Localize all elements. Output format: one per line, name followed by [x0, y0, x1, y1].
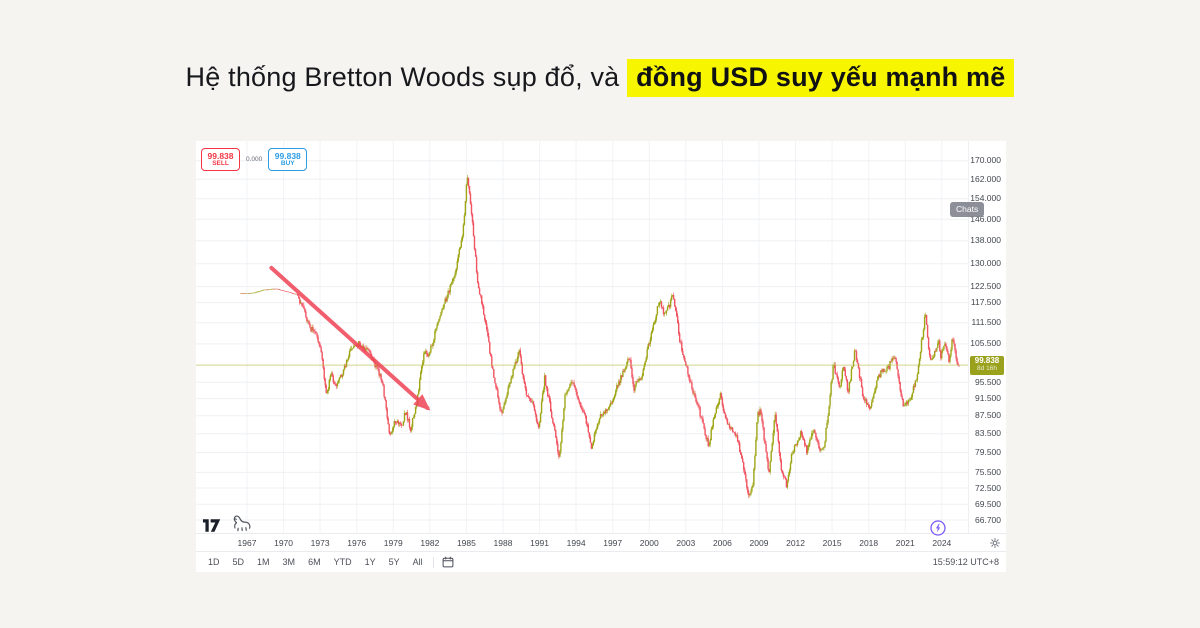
- price-axis-label: 75.500: [975, 466, 1001, 477]
- range-button-ytd[interactable]: YTD: [333, 557, 352, 567]
- time-axis-label: 1988: [493, 538, 513, 548]
- time-axis-label: 2018: [859, 538, 879, 548]
- time-axis-label: 1997: [603, 538, 623, 548]
- time-axis-label: 1994: [566, 538, 586, 548]
- sell-label: SELL: [212, 159, 229, 167]
- range-button-5d[interactable]: 5D: [232, 557, 245, 567]
- dino-doodle-icon: [233, 515, 251, 532]
- spread-value: 0.000: [246, 156, 263, 163]
- down-candle-bodies: [241, 177, 960, 496]
- grid-vertical: [246, 141, 943, 533]
- range-button-all[interactable]: All: [412, 557, 423, 567]
- time-axis-label: 1991: [530, 538, 550, 548]
- buy-button[interactable]: 99.838 BUY: [268, 148, 308, 171]
- sell-price: 99.838: [207, 150, 234, 161]
- price-axis-label: 91.500: [975, 393, 1001, 404]
- candlestick-chart[interactable]: [196, 141, 968, 533]
- price-axis-label: 162.000: [970, 173, 1001, 184]
- time-axis-label: 2000: [639, 538, 659, 548]
- time-axis[interactable]: 1967 1970 1973 1976 1979 1982 1985 1988 1991 1994…: [196, 533, 1006, 551]
- price-axis-label: 130.000: [970, 258, 1001, 269]
- time-axis-label: 1976: [347, 538, 367, 548]
- range-button-1d[interactable]: 1D: [208, 557, 220, 567]
- time-axis-label: 2021: [895, 538, 915, 548]
- time-axis-label: 2006: [712, 538, 732, 548]
- range-button-6m[interactable]: 6M: [308, 557, 321, 567]
- time-axis-label: 2003: [676, 538, 696, 548]
- time-axis-label: 1970: [274, 538, 294, 548]
- range-button-1m[interactable]: 1M: [257, 557, 270, 567]
- go-to-date-button[interactable]: [439, 555, 457, 569]
- price-axis-label: 66.700: [975, 514, 1001, 525]
- price-axis-label: 154.000: [970, 193, 1001, 204]
- price-axis-label: 95.500: [975, 376, 1001, 387]
- decline-arrow-annotation[interactable]: [269, 265, 431, 411]
- tradingview-watermark[interactable]: [202, 512, 253, 533]
- instant-trading-icon[interactable]: [930, 520, 946, 541]
- price-axis-label: 105.500: [970, 338, 1001, 349]
- chats-badge[interactable]: Chats: [950, 202, 985, 217]
- order-panel: 99.838 SELL 0.000 99.838 BUY: [201, 148, 308, 171]
- price-axis-label: 117.500: [970, 297, 1001, 308]
- price-axis-label: 79.500: [975, 447, 1001, 458]
- sell-button[interactable]: 99.838 SELL: [201, 148, 240, 171]
- time-axis-label: 2009: [749, 538, 769, 548]
- range-button-1y[interactable]: 1Y: [364, 557, 376, 567]
- buy-label: BUY: [280, 159, 295, 167]
- bottom-toolbar: 1D 5D 1M 3M 6M YTD 1Y 5Y All 15:59:12 UTC+8: [196, 551, 1006, 572]
- gear-icon: [990, 538, 1000, 548]
- chart-panel: 99.838 SELL 0.000 99.838 BUY Chats 170.0…: [196, 141, 1006, 572]
- price-axis-label: 146.000: [970, 213, 1001, 224]
- time-axis-label: 2015: [822, 538, 842, 548]
- time-axis-label: 2024: [932, 538, 952, 548]
- title-text: Hệ thống Bretton Woods sụp đổ, và: [185, 62, 628, 92]
- price-axis-label: 83.500: [975, 428, 1001, 439]
- price-axis-label: 111.500: [971, 317, 1001, 328]
- time-axis-label: 2012: [786, 538, 806, 548]
- range-button-5y[interactable]: 5Y: [388, 557, 400, 567]
- tradingview-logo-icon: [202, 519, 221, 532]
- price-axis-label: 72.500: [975, 482, 1001, 493]
- price-axis-label: 87.500: [975, 410, 1001, 421]
- time-axis-label: 1985: [456, 538, 476, 548]
- current-price-value: 99.838: [974, 355, 1000, 365]
- time-axis-label: 1973: [310, 538, 330, 548]
- time-axis-label: 1979: [383, 538, 403, 548]
- time-axis-label: 1967: [237, 538, 257, 548]
- toolbar-divider: [432, 556, 434, 568]
- page-title: Hệ thống Bretton Woods sụp đổ, và đồng U…: [0, 59, 1200, 97]
- lightning-bolt-icon: [930, 520, 946, 536]
- price-axis-label: 122.500: [970, 281, 1001, 292]
- axis-settings-gear-icon[interactable]: [989, 536, 1001, 554]
- price-axis-label: 138.000: [970, 235, 1001, 246]
- title-highlight: đồng USD suy yếu mạnh mẽ: [627, 59, 1015, 97]
- time-axis-label: 1982: [420, 538, 440, 548]
- range-button-3m[interactable]: 3M: [282, 557, 296, 567]
- bar-countdown: 8d 16h: [977, 364, 997, 372]
- buy-price: 99.838: [274, 150, 301, 161]
- price-axis-label: 69.500: [975, 498, 1001, 509]
- calendar-icon: [442, 556, 454, 568]
- grid-horizontal: [196, 160, 968, 521]
- session-clock[interactable]: 15:59:12 UTC+8: [932, 557, 999, 567]
- price-axis-label: 170.000: [970, 155, 1001, 166]
- price-axis[interactable]: 170.000 162.000 154.000 146.000 138.000 130.0…: [968, 141, 1006, 533]
- current-price-badge: 99.838 8d 16h: [970, 355, 1004, 375]
